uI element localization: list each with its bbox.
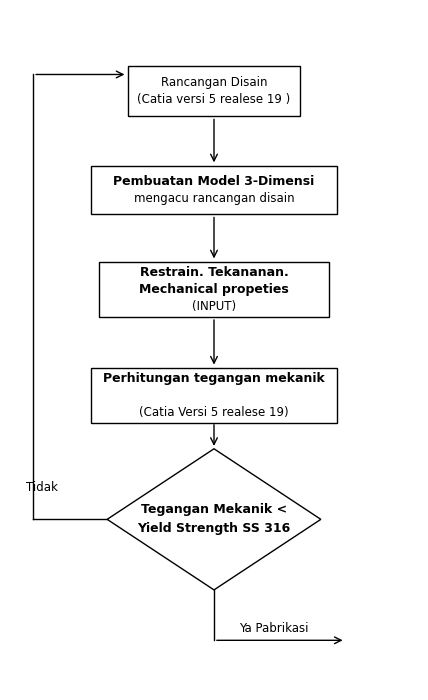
Text: Mechanical propeties: Mechanical propeties [139,283,289,296]
Text: Yield Strength SS 316: Yield Strength SS 316 [137,522,291,536]
Text: Ya Pabrikasi: Ya Pabrikasi [239,622,308,636]
Text: Tidak: Tidak [26,482,58,494]
Text: Tegangan Mekanik <: Tegangan Mekanik < [141,503,287,517]
Text: mengacu rancangan disain: mengacu rancangan disain [134,192,294,205]
Text: (Catia versi 5 realese 19 ): (Catia versi 5 realese 19 ) [137,93,291,106]
Text: Rancangan Disain: Rancangan Disain [161,76,267,90]
Text: (Catia Versi 5 realese 19): (Catia Versi 5 realese 19) [139,406,289,419]
FancyBboxPatch shape [91,166,337,214]
Text: Perhitungan tegangan mekanik: Perhitungan tegangan mekanik [103,372,325,386]
FancyBboxPatch shape [128,66,300,116]
FancyBboxPatch shape [91,368,337,423]
Text: Pembuatan Model 3-Dimensi: Pembuatan Model 3-Dimensi [113,175,315,188]
Text: (INPUT): (INPUT) [192,300,236,313]
Polygon shape [107,449,321,590]
FancyBboxPatch shape [99,262,329,317]
Text: Restrain. Tekananan.: Restrain. Tekananan. [140,266,288,279]
